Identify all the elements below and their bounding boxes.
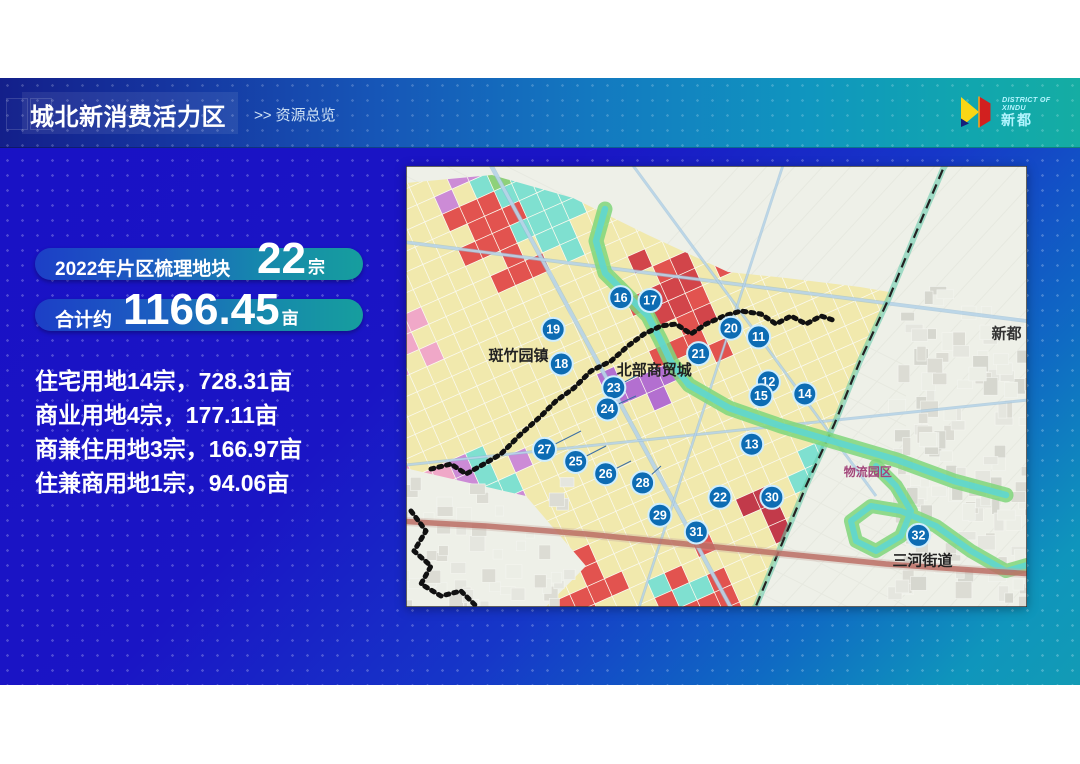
svg-text:30: 30	[765, 491, 779, 505]
svg-text:25: 25	[569, 455, 583, 469]
svg-text:26: 26	[599, 467, 613, 481]
svg-text:31: 31	[689, 525, 703, 539]
svg-text:斑竹园镇: 斑竹园镇	[488, 347, 548, 365]
svg-text:21: 21	[692, 347, 706, 361]
svg-text:物流园区: 物流园区	[844, 464, 892, 479]
svg-text:新都: 新都	[991, 324, 1021, 342]
svg-text:17: 17	[643, 294, 657, 308]
svg-text:14: 14	[798, 387, 812, 401]
svg-text:18: 18	[554, 357, 568, 371]
svg-text:24: 24	[600, 402, 614, 416]
svg-text:20: 20	[724, 321, 738, 335]
svg-text:16: 16	[614, 291, 628, 305]
svg-text:北部商贸城: 北部商贸城	[617, 361, 692, 379]
svg-text:15: 15	[754, 389, 768, 403]
svg-text:27: 27	[538, 443, 552, 457]
svg-text:三河街道: 三河街道	[892, 551, 952, 569]
svg-text:28: 28	[636, 476, 650, 490]
svg-text:22: 22	[713, 491, 727, 505]
svg-text:23: 23	[607, 381, 621, 395]
svg-text:19: 19	[546, 323, 560, 337]
svg-text:11: 11	[752, 330, 765, 344]
svg-text:13: 13	[745, 437, 759, 451]
svg-text:29: 29	[653, 508, 667, 522]
svg-text:32: 32	[912, 529, 926, 543]
